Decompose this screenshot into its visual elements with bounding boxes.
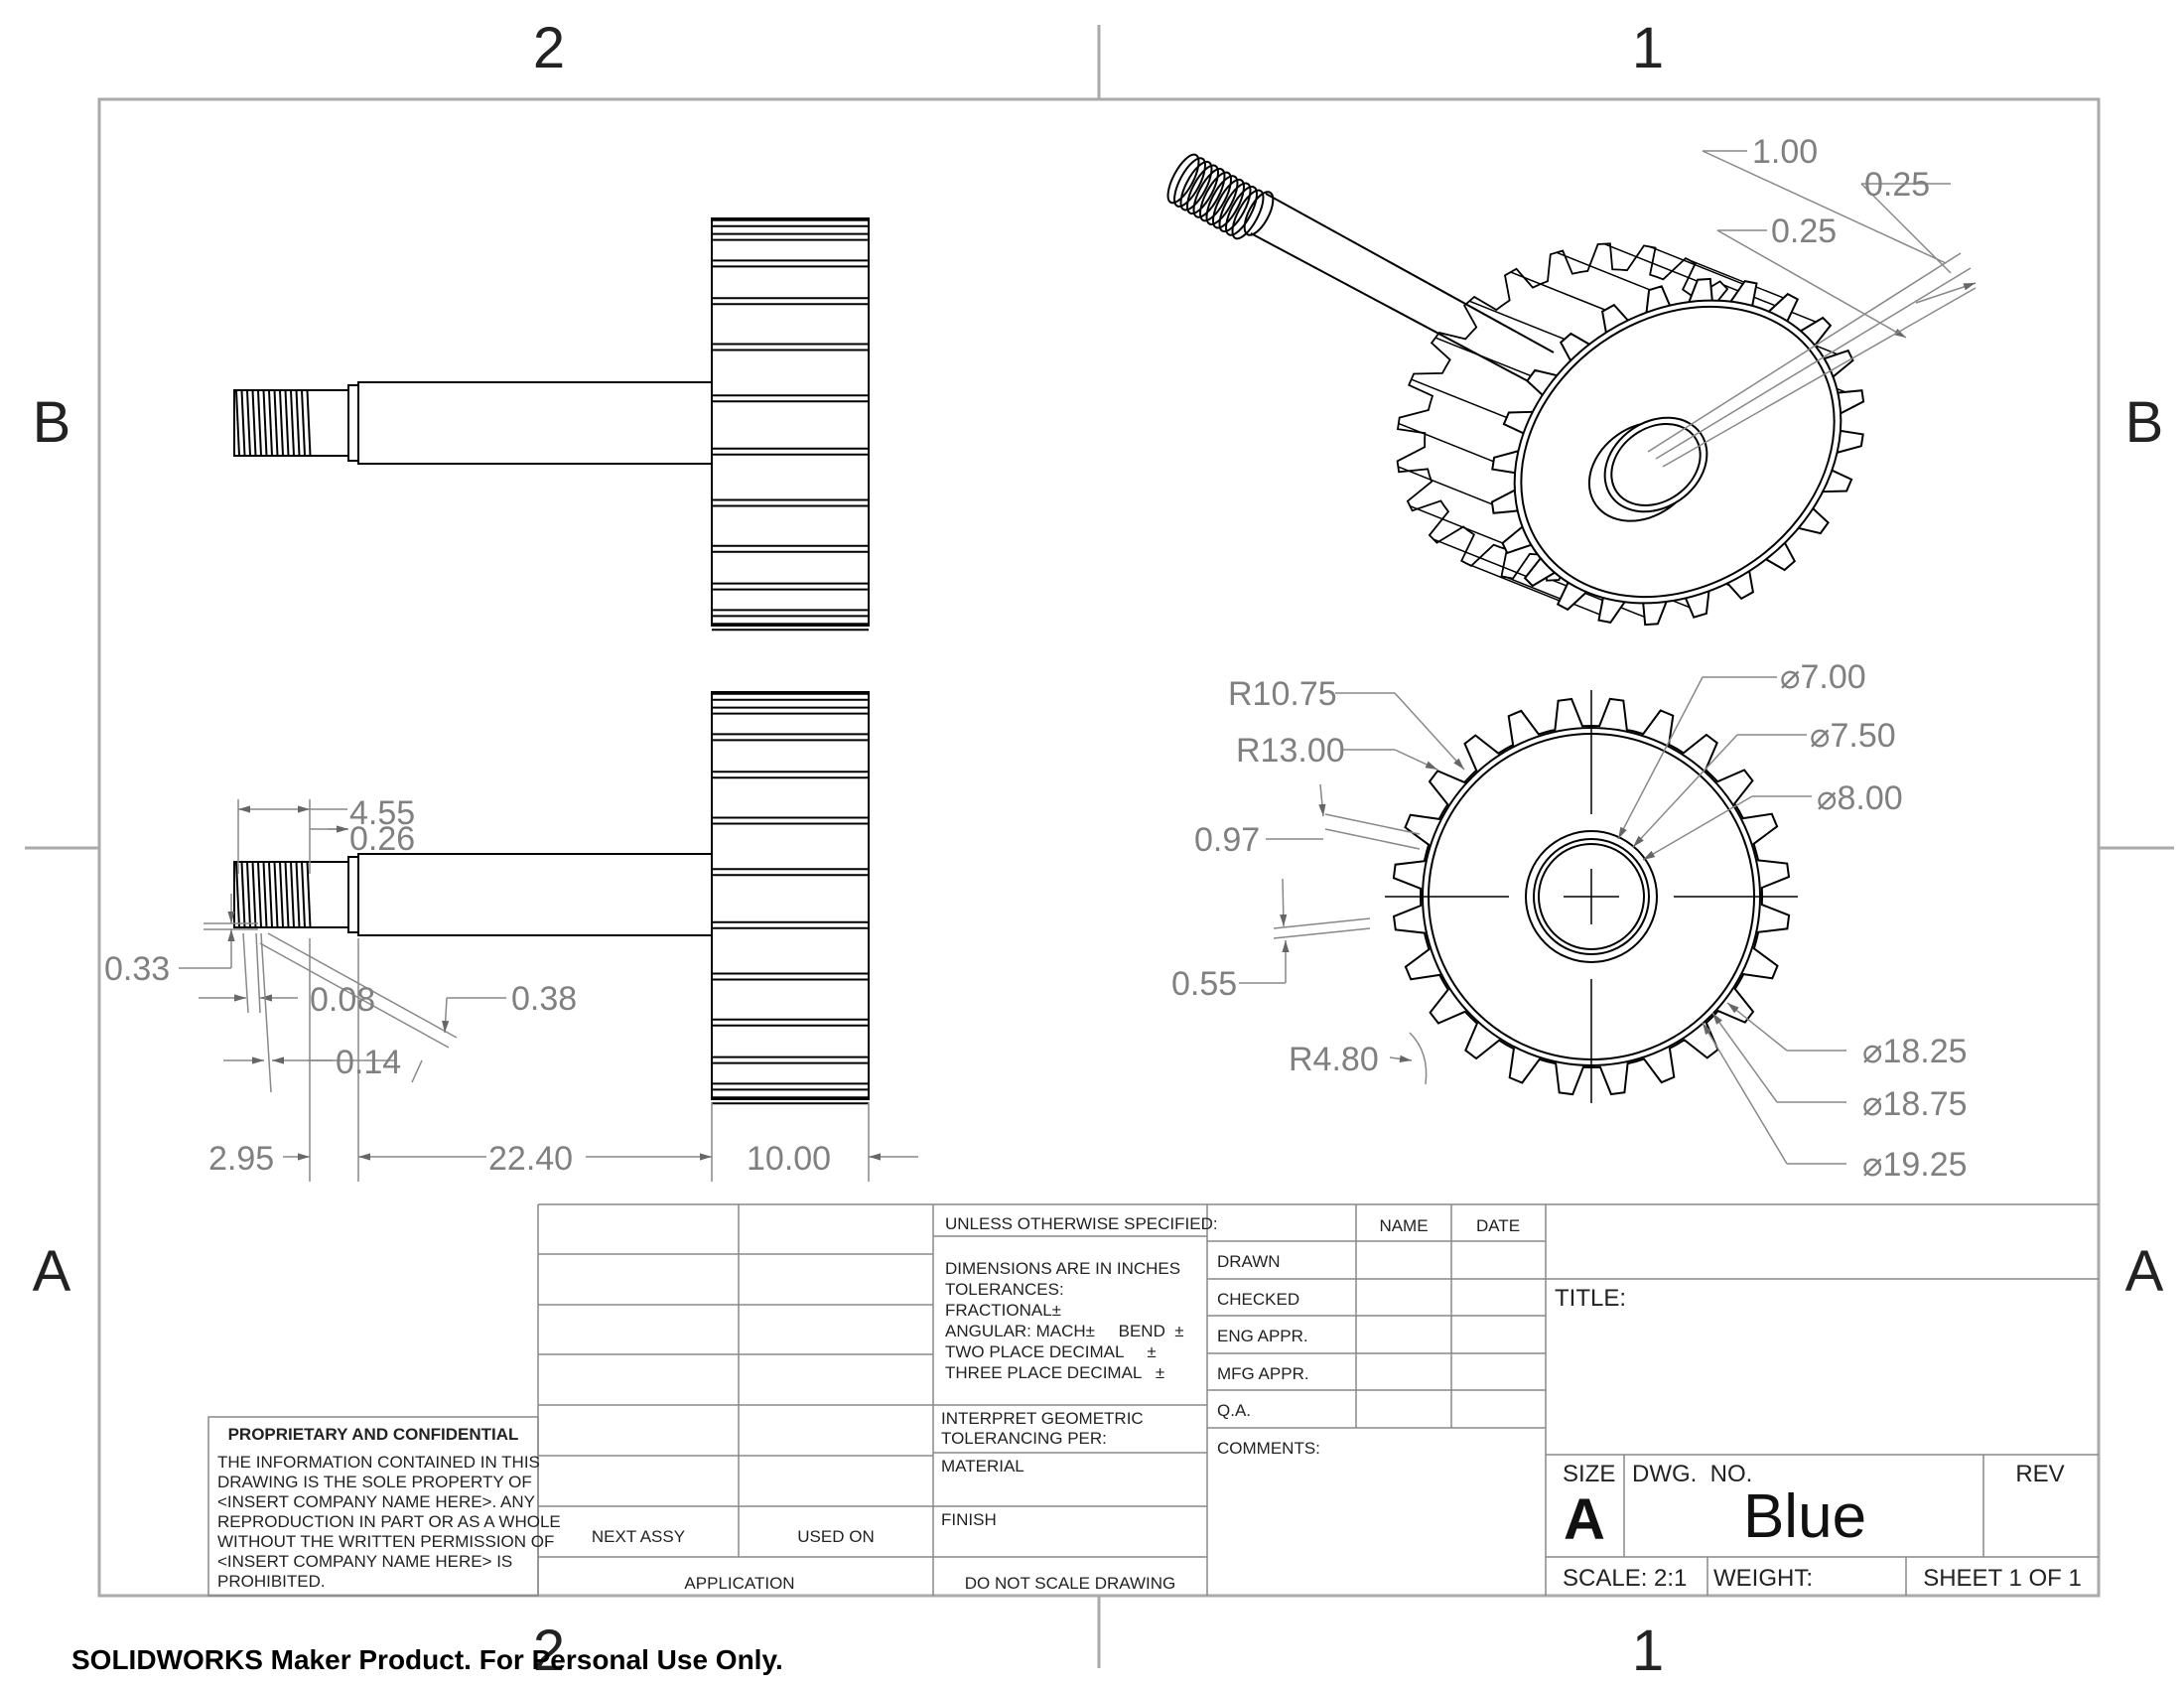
proprietary-heading: PROPRIETARY AND CONFIDENTIAL [228,1425,519,1444]
size-value: A [1564,1487,1605,1552]
dim-dia-8-00: ⌀8.00 [1817,779,1903,817]
used-on-label: USED ON [797,1527,874,1546]
rev-label: REV [2015,1461,2064,1487]
thread-pattern-bottom [235,861,313,928]
dim-10-00: 10.00 [747,1140,831,1178]
approval-checked: CHECKED [1217,1290,1299,1309]
gear-teeth-lines-bottom [712,692,869,1105]
finish-label: FINISH [941,1510,997,1529]
dim-2-95: 2.95 [208,1140,274,1178]
tolerance-line-2: TOLERANCES: [945,1280,1064,1299]
side-view-dimension-lines [179,799,918,1182]
dim-0-25-a: 0.25 [1864,166,1930,204]
zone-left-a: A [33,1239,71,1304]
dim-dia-18-25: ⌀18.25 [1862,1033,1968,1070]
dim-dia-7-50: ⌀7.50 [1810,717,1896,755]
dim-0-26: 0.26 [349,820,415,858]
sheet-frame [25,25,2174,1668]
iso-dimension-lines [1647,150,1977,468]
interpret-line-1: INTERPRET GEOMETRIC [941,1409,1144,1428]
do-not-scale-label: DO NOT SCALE DRAWING [965,1574,1176,1593]
dim-4-55: 4.55 [349,794,415,832]
front-view-dimension-texts: ⌀7.00 ⌀7.50 ⌀8.00 R10.75 R13.00 0.97 0.5… [1171,658,1968,1184]
proprietary-line-2: DRAWING IS THE SOLE PROPERTY OF [217,1473,532,1491]
proprietary-line-6: <INSERT COMPANY NAME HERE> IS [217,1552,512,1571]
dim-0-33: 0.33 [104,950,170,988]
zone-top-1: 1 [1632,16,1664,80]
zone-markers: 2 1 2 1 B A B A [33,16,2164,1683]
dim-0-55: 0.55 [1171,965,1237,1003]
tolerance-line-5: TWO PLACE DECIMAL ± [945,1342,1157,1361]
dim-r13-00: R13.00 [1236,732,1345,770]
application-label: APPLICATION [684,1574,794,1593]
dim-dia-18-75: ⌀18.75 [1862,1085,1968,1123]
side-view-bottom [233,691,870,1105]
iso-dimension-texts: 1.00 0.25 0.25 [1752,133,1930,250]
weight-label: WEIGHT: [1713,1565,1813,1592]
dim-0-14: 0.14 [336,1044,401,1081]
front-view-dimension-lines [1239,676,1846,1165]
gear-teeth-lines-top [712,218,869,632]
size-label: SIZE [1563,1461,1615,1487]
approval-qa: Q.A. [1217,1401,1251,1420]
tolerance-line-4: ANGULAR: MACH± BEND ± [945,1322,1184,1340]
tolerance-line-1: DIMENSIONS ARE IN INCHES [945,1259,1180,1278]
dwg-no-label: DWG. NO. [1632,1461,1752,1487]
zone-bottom-1: 1 [1632,1618,1664,1683]
proprietary-line-4: REPRODUCTION IN PART OR AS A WHOLE [217,1512,561,1531]
approval-mfg: MFG APPR. [1217,1364,1309,1383]
approval-eng: ENG APPR. [1217,1327,1308,1345]
dim-0-08: 0.08 [310,981,375,1019]
next-assy-label: NEXT ASSY [592,1527,685,1546]
approval-drawn: DRAWN [1217,1252,1281,1271]
iso-thread-rings [1166,153,1265,240]
dim-r10-75: R10.75 [1228,675,1337,713]
scale-label: SCALE: 2:1 [1563,1565,1687,1592]
title-block-grid [207,1203,2099,1597]
zone-top-2: 2 [533,16,565,80]
side-view-top [233,217,870,632]
tolerance-line-6: THREE PLACE DECIMAL ± [945,1363,1164,1382]
interpret-line-2: TOLERANCING PER: [941,1429,1107,1448]
tolerance-line-3: FRACTIONAL± [945,1301,1061,1320]
name-column-header: NAME [1379,1216,1428,1235]
side-view-dimension-texts: 4.55 0.26 0.33 0.08 0.38 0.14 2.95 22.40… [104,794,831,1178]
material-label: MATERIAL [941,1457,1024,1476]
comments-label: COMMENTS: [1217,1439,1320,1458]
zone-bottom-2: 2 [533,1618,565,1683]
dwg-no-value: Blue [1743,1482,1866,1551]
proprietary-line-7: PROHIBITED. [217,1572,326,1591]
solidworks-watermark-note: SOLIDWORKS Maker Product. For Personal U… [71,1644,783,1675]
dim-r4-80: R4.80 [1289,1041,1379,1078]
zone-left-b: B [33,390,71,455]
proprietary-line-1: THE INFORMATION CONTAINED IN THIS [217,1453,540,1472]
zone-right-a: A [2125,1239,2164,1304]
date-column-header: DATE [1476,1216,1520,1235]
gear-isometric-view [1166,153,1865,627]
gear-front-view [1385,690,1798,1103]
thread-pattern-top [235,389,313,457]
proprietary-line-3: <INSERT COMPANY NAME HERE>. ANY [217,1492,535,1511]
dim-1-00: 1.00 [1752,133,1818,171]
unless-specified-label: UNLESS OTHERWISE SPECIFIED: [945,1214,1218,1233]
title-label: TITLE: [1555,1285,1626,1312]
title-block-texts: PROPRIETARY AND CONFIDENTIAL THE INFORMA… [217,1214,2082,1593]
sheet-label: SHEET 1 OF 1 [1923,1565,2082,1592]
proprietary-line-5: WITHOUT THE WRITTEN PERMISSION OF [217,1532,554,1551]
zone-right-b: B [2125,390,2164,455]
dim-0-25-b: 0.25 [1771,212,1837,250]
dim-0-38: 0.38 [511,980,577,1018]
dim-0-97: 0.97 [1194,821,1260,859]
dim-dia-19-25: ⌀19.25 [1862,1146,1968,1184]
dim-dia-7-00: ⌀7.00 [1780,658,1866,696]
dim-22-40: 22.40 [488,1140,573,1178]
